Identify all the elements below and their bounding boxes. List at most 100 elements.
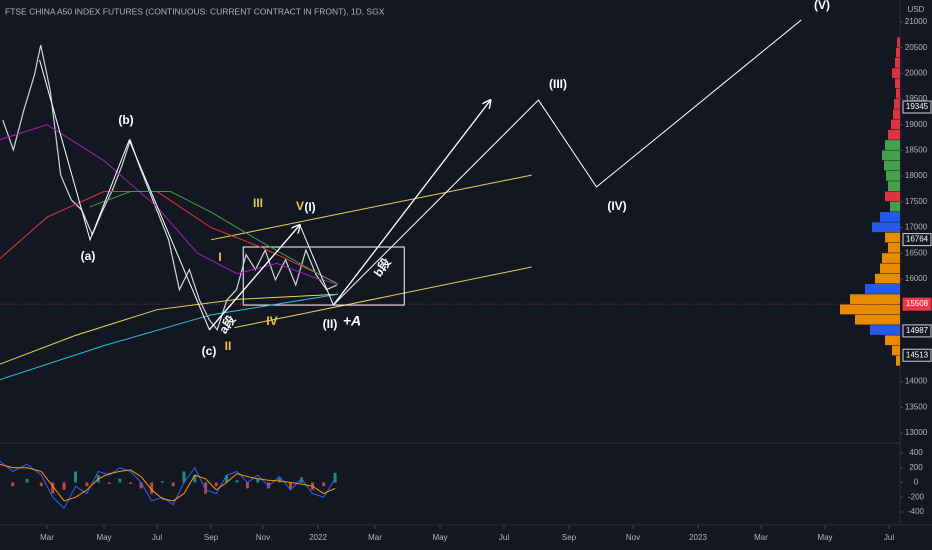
volume-profile-bar bbox=[892, 345, 900, 356]
price-label-text: 15508 bbox=[906, 299, 929, 308]
moving-average bbox=[0, 191, 339, 285]
osc-histogram-bar bbox=[267, 482, 270, 489]
range-box bbox=[242, 246, 405, 306]
wave-annotation: II bbox=[225, 339, 232, 353]
volume-profile-bar bbox=[895, 78, 900, 89]
moving-average bbox=[0, 293, 339, 381]
osc-histogram-bar bbox=[150, 482, 154, 494]
osc-histogram-bar bbox=[235, 480, 239, 483]
osc-histogram-bar bbox=[74, 471, 77, 483]
currency: USD bbox=[908, 5, 925, 14]
wave-path bbox=[39, 59, 334, 331]
chart-title: FTSE CHINA A50 INDEX FUTURES (CONTINUOUS… bbox=[5, 6, 385, 16]
osc-histogram-bar bbox=[278, 478, 281, 483]
price-label-box bbox=[902, 297, 932, 311]
y-tick-label: 17500 bbox=[905, 197, 928, 206]
osc-y-tick-label: -200 bbox=[908, 492, 925, 501]
x-tick-label: May bbox=[96, 533, 111, 542]
volume-profile-bar bbox=[884, 160, 900, 171]
volume-profile-bar bbox=[865, 283, 900, 294]
price-label: 14513 bbox=[902, 348, 932, 362]
arrow bbox=[208, 225, 299, 331]
wave-annotation: (V) bbox=[814, 0, 830, 12]
wave-annotation: (I) bbox=[304, 200, 315, 214]
volume-profile-bar bbox=[888, 129, 900, 140]
osc-y-tick-label: 0 bbox=[914, 478, 919, 487]
price-label-text: 14513 bbox=[906, 350, 929, 359]
volume-profile-bar bbox=[882, 253, 900, 263]
x-tick-label: Jul bbox=[499, 533, 509, 542]
osc-histogram-bar bbox=[333, 472, 337, 483]
price-label-box bbox=[902, 100, 932, 114]
volume-profile-bar bbox=[840, 304, 900, 315]
y-tick-label: 20000 bbox=[905, 68, 928, 77]
wave-annotation: IV bbox=[266, 314, 277, 328]
volume-profile-bar bbox=[885, 232, 900, 243]
osc-histogram-bar bbox=[139, 482, 143, 489]
y-tick-label: 17000 bbox=[905, 223, 928, 232]
price-label-box bbox=[902, 233, 932, 247]
y-tick-label: 13500 bbox=[905, 402, 928, 411]
osc-histogram-bar bbox=[300, 477, 303, 483]
wave-path bbox=[333, 19, 802, 306]
volume-profile-bar bbox=[888, 242, 900, 253]
osc-histogram-bar bbox=[193, 475, 197, 483]
wave-annotation: III bbox=[253, 196, 263, 210]
x-tick-label: Sep bbox=[562, 533, 577, 542]
osc-y-tick-label: -400 bbox=[908, 507, 925, 516]
osc-histogram-bar bbox=[289, 482, 292, 490]
moving-average bbox=[0, 124, 339, 285]
x-tick-label: Nov bbox=[626, 533, 640, 542]
osc-histogram-bar bbox=[62, 482, 66, 490]
x-tick-label: May bbox=[432, 533, 447, 542]
wave-annotation: V bbox=[296, 199, 304, 213]
x-tick-label: Mar bbox=[40, 533, 54, 542]
osc-histogram-bar bbox=[160, 481, 164, 483]
osc-histogram-bar bbox=[11, 482, 15, 487]
wave-annotation: (IV) bbox=[607, 199, 626, 213]
wave-annotation: (b) bbox=[118, 113, 133, 127]
channel-line bbox=[234, 266, 532, 329]
volume-profile-bar bbox=[885, 140, 900, 150]
wave-annotation: (II) bbox=[323, 317, 338, 331]
x-tick-label: 2023 bbox=[689, 533, 707, 542]
volume-profile-bar bbox=[896, 355, 900, 366]
volume-profile-bar bbox=[896, 88, 900, 99]
price-label: 19345 bbox=[902, 100, 932, 114]
y-tick-label: 13000 bbox=[905, 428, 928, 437]
y-tick-label: 16500 bbox=[905, 248, 928, 257]
osc-histogram-bar bbox=[245, 482, 249, 489]
x-tick-label: May bbox=[817, 533, 832, 542]
osc-histogram-bar bbox=[204, 482, 208, 494]
osc-histogram-bar bbox=[225, 475, 229, 483]
osc-y-tick-label: 200 bbox=[909, 463, 923, 472]
x-tick-label: Jul bbox=[152, 533, 162, 542]
x-tick-label: Jul bbox=[884, 533, 894, 542]
osc-line bbox=[0, 463, 336, 502]
osc-histogram-bar bbox=[51, 482, 55, 494]
osc-line bbox=[0, 460, 336, 510]
osc-histogram-bar bbox=[25, 478, 29, 483]
price-label-text: 14987 bbox=[906, 326, 929, 335]
volume-profile-bar bbox=[872, 222, 900, 233]
price-label-box bbox=[902, 324, 932, 338]
y-tick-label: 18000 bbox=[905, 171, 928, 180]
wave-annotation: (III) bbox=[549, 77, 567, 91]
x-tick-label: Mar bbox=[754, 533, 768, 542]
price-label: 16764 bbox=[902, 233, 932, 247]
x-tick-label: Mar bbox=[368, 533, 382, 542]
volume-profile-bar bbox=[885, 335, 900, 346]
volume-profile-bar bbox=[891, 119, 900, 130]
volume-profile-bar bbox=[885, 191, 900, 202]
volume-profile-bar bbox=[890, 201, 900, 212]
osc-histogram-bar bbox=[182, 471, 186, 483]
y-tick-label: 16000 bbox=[905, 274, 928, 283]
volume-profile-bar bbox=[896, 47, 900, 58]
volume-profile-bar bbox=[888, 181, 900, 192]
y-tick-label: 19000 bbox=[905, 120, 928, 129]
osc-histogram-bar bbox=[85, 482, 89, 487]
volume-profile-bar bbox=[855, 314, 900, 325]
price-label-box bbox=[902, 348, 932, 362]
